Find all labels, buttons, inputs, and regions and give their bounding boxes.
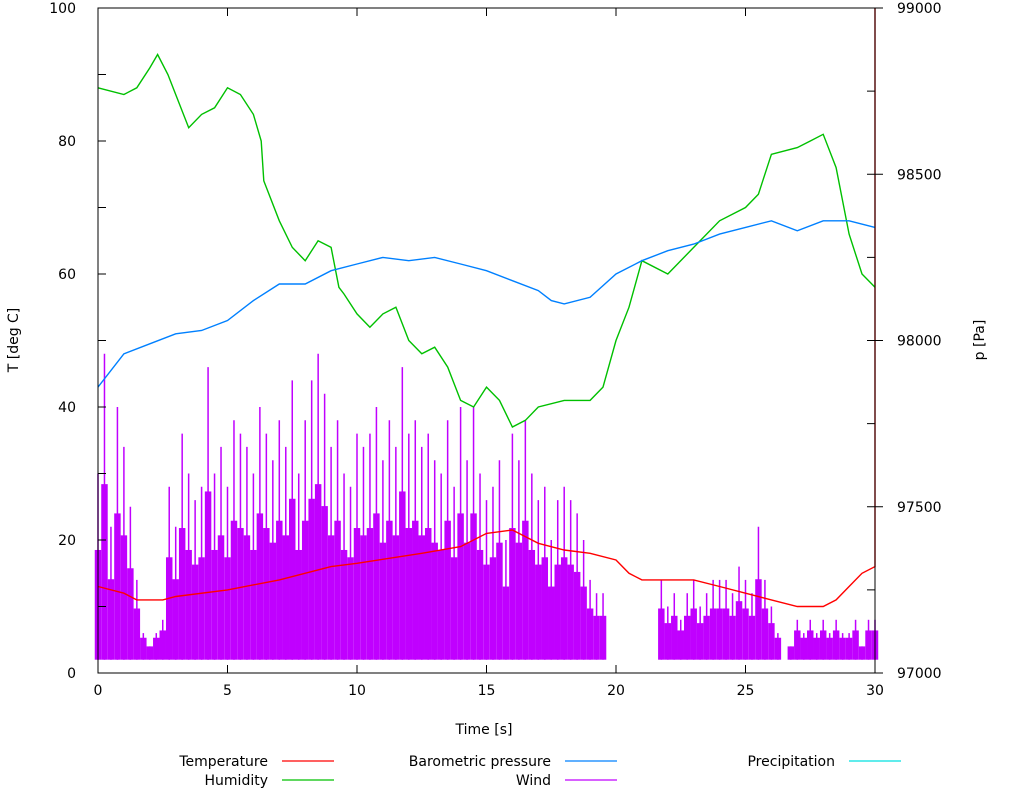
y2-tick-label: 98500 xyxy=(897,167,942,183)
pressure-series xyxy=(97,220,876,388)
y2-tick-label: 98000 xyxy=(897,334,942,350)
x-tick-label: 0 xyxy=(94,683,103,699)
axes: 0 5 10 15 20 25 30 0 20 40 60 80 100 97000 97500 98000 9… xyxy=(49,1,941,699)
x-axis-label: Time [s] xyxy=(455,722,513,738)
legend-entry: Barometric pressure xyxy=(409,754,617,770)
legend-label: Precipitation xyxy=(747,754,835,770)
legend-label: Temperature xyxy=(178,754,268,770)
legend-entry: Wind xyxy=(516,773,617,789)
x-tick-label: 5 xyxy=(223,683,232,699)
y-tick-label: 60 xyxy=(58,267,76,283)
x-tick-label: 20 xyxy=(607,683,625,699)
legend-entry: Precipitation xyxy=(747,754,901,770)
y2-axis-label: p [Pa] xyxy=(972,320,988,361)
legend: Temperature Humidity Barometric pressure Wi… xyxy=(178,754,901,789)
humidity-line xyxy=(97,53,876,428)
legend-label: Barometric pressure xyxy=(409,754,551,770)
humidity-series xyxy=(97,53,876,428)
y-tick-label: 100 xyxy=(49,1,76,17)
x-tick-label: 10 xyxy=(348,683,366,699)
y2-tick-label: 97500 xyxy=(897,500,942,516)
x-tick-label: 25 xyxy=(737,683,755,699)
y-axis-label: T [deg C] xyxy=(6,308,22,374)
y2-tick-label: 97000 xyxy=(897,666,942,682)
x-tick-label: 30 xyxy=(866,683,884,699)
legend-entry: Temperature xyxy=(178,754,334,770)
y-tick-label: 0 xyxy=(67,666,76,682)
plot-area xyxy=(94,7,879,660)
y-tick-label: 20 xyxy=(58,533,76,549)
x-tick-label: 15 xyxy=(478,683,496,699)
temperature-series xyxy=(97,7,876,608)
y-tick-label: 80 xyxy=(58,134,76,150)
pressure-line xyxy=(97,220,876,388)
legend-label: Wind xyxy=(516,773,551,789)
y2-tick-label: 99000 xyxy=(897,1,942,17)
y-tick-label: 40 xyxy=(58,400,76,416)
legend-label: Humidity xyxy=(205,773,268,789)
wind-series xyxy=(94,353,879,660)
legend-entry: Humidity xyxy=(205,773,334,789)
